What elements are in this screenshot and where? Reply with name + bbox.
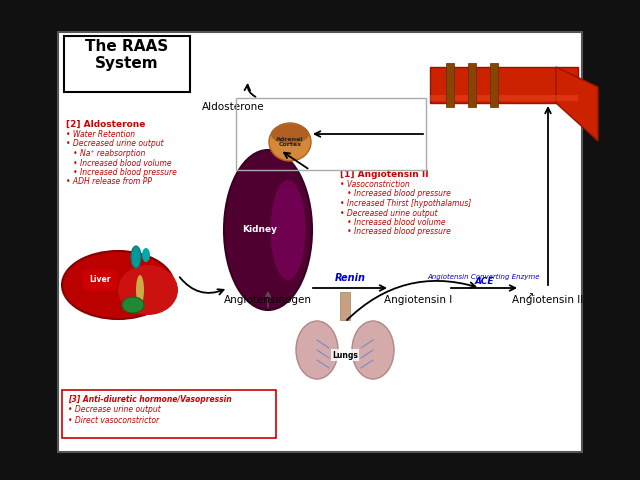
FancyBboxPatch shape xyxy=(62,390,276,438)
Text: • Decreased urine output: • Decreased urine output xyxy=(66,140,164,148)
Text: Adrenal
Cortex: Adrenal Cortex xyxy=(276,137,304,147)
Bar xyxy=(340,292,350,320)
Text: [3] Anti-diuretic hormone/Vasopressin: [3] Anti-diuretic hormone/Vasopressin xyxy=(68,395,232,404)
Text: • Na⁺ reabsorption: • Na⁺ reabsorption xyxy=(66,149,145,158)
FancyBboxPatch shape xyxy=(58,32,582,452)
Text: [2] Aldosterone: [2] Aldosterone xyxy=(66,120,145,129)
Ellipse shape xyxy=(122,297,144,313)
Bar xyxy=(490,63,498,107)
Text: Kidney: Kidney xyxy=(243,226,278,235)
Ellipse shape xyxy=(224,150,312,310)
Text: • ADH release from PP: • ADH release from PP xyxy=(66,178,152,187)
Text: • Increased blood pressure: • Increased blood pressure xyxy=(340,228,451,237)
Ellipse shape xyxy=(269,123,311,161)
Text: Angiotensin I: Angiotensin I xyxy=(384,295,452,305)
Polygon shape xyxy=(430,67,578,103)
Bar xyxy=(468,63,476,107)
FancyBboxPatch shape xyxy=(64,36,190,92)
Ellipse shape xyxy=(118,265,178,315)
Text: ACE: ACE xyxy=(474,277,493,286)
Polygon shape xyxy=(430,95,578,101)
Text: • Increased blood pressure: • Increased blood pressure xyxy=(66,168,177,177)
Text: [1] Angiotensin II: [1] Angiotensin II xyxy=(340,170,429,179)
Text: • Direct vasoconstrictor: • Direct vasoconstrictor xyxy=(68,416,159,425)
Text: • Increased blood volume: • Increased blood volume xyxy=(340,218,445,227)
Text: Aldosterone: Aldosterone xyxy=(202,102,264,112)
Text: Angiotensin Converting Enzyme: Angiotensin Converting Enzyme xyxy=(428,274,540,280)
Ellipse shape xyxy=(62,251,174,319)
Text: Renin: Renin xyxy=(335,273,365,283)
Text: • Increased blood pressure: • Increased blood pressure xyxy=(340,190,451,199)
Text: • Decreased urine output: • Decreased urine output xyxy=(340,208,438,217)
Text: ↗: ↗ xyxy=(526,291,534,301)
Text: • Water Retention: • Water Retention xyxy=(66,130,135,139)
Ellipse shape xyxy=(296,321,338,379)
Ellipse shape xyxy=(271,180,305,280)
Ellipse shape xyxy=(136,275,144,305)
Polygon shape xyxy=(556,67,598,141)
Text: Liver: Liver xyxy=(89,276,111,285)
Ellipse shape xyxy=(142,248,150,262)
Text: • Increased Thirst [hypothalamus]: • Increased Thirst [hypothalamus] xyxy=(340,199,471,208)
Text: • Decrease urine output: • Decrease urine output xyxy=(68,405,161,414)
Text: • Vasoconstriction: • Vasoconstriction xyxy=(340,180,410,189)
Text: The RAAS
System: The RAAS System xyxy=(85,39,168,72)
Bar xyxy=(446,63,454,107)
Ellipse shape xyxy=(131,246,141,268)
Text: • Increased blood volume: • Increased blood volume xyxy=(66,158,172,168)
Text: Angiotensinogen: Angiotensinogen xyxy=(224,295,312,305)
Text: Lungs: Lungs xyxy=(332,350,358,360)
Ellipse shape xyxy=(352,321,394,379)
Ellipse shape xyxy=(271,124,309,144)
Text: Angiotensin II: Angiotensin II xyxy=(513,295,584,305)
